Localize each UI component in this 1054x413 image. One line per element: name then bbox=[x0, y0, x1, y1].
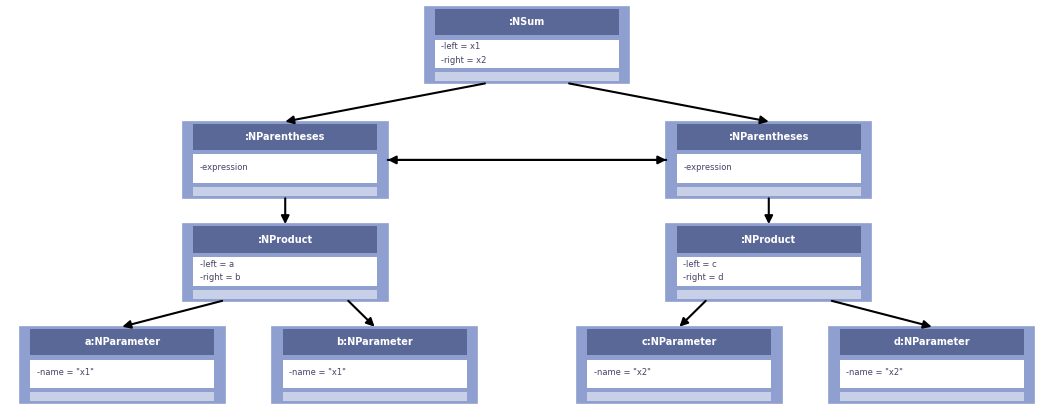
Bar bbox=[677, 290, 861, 299]
Bar bbox=[193, 123, 377, 150]
Text: -right = x2: -right = x2 bbox=[442, 56, 487, 65]
Bar bbox=[577, 327, 782, 404]
Text: -expression: -expression bbox=[683, 163, 731, 172]
Text: a:NParameter: a:NParameter bbox=[84, 337, 160, 347]
Bar bbox=[587, 359, 772, 388]
Text: -right = d: -right = d bbox=[683, 273, 724, 282]
Bar bbox=[272, 327, 477, 404]
Text: -left = x1: -left = x1 bbox=[442, 42, 481, 51]
Bar bbox=[31, 392, 214, 401]
Bar bbox=[425, 7, 629, 83]
Bar bbox=[587, 392, 772, 401]
Bar bbox=[193, 187, 377, 196]
Text: -left = c: -left = c bbox=[683, 260, 717, 268]
Text: -name = "x1": -name = "x1" bbox=[37, 368, 94, 377]
Text: -name = "x2": -name = "x2" bbox=[593, 368, 650, 377]
Bar bbox=[31, 329, 214, 356]
Bar bbox=[840, 329, 1023, 356]
Bar bbox=[840, 359, 1023, 388]
Bar bbox=[435, 9, 619, 36]
Bar bbox=[677, 187, 861, 196]
Text: :NSum: :NSum bbox=[509, 17, 545, 27]
Bar bbox=[677, 226, 861, 253]
Bar bbox=[193, 257, 377, 286]
Text: d:NParameter: d:NParameter bbox=[894, 337, 970, 347]
Bar bbox=[666, 121, 872, 198]
Bar bbox=[182, 121, 388, 198]
Bar bbox=[193, 226, 377, 253]
Bar bbox=[840, 392, 1023, 401]
Text: :NParentheses: :NParentheses bbox=[728, 132, 809, 142]
Bar bbox=[829, 327, 1034, 404]
Bar bbox=[677, 257, 861, 286]
Bar bbox=[435, 40, 619, 68]
Bar bbox=[282, 359, 467, 388]
Text: :NProduct: :NProduct bbox=[741, 235, 797, 244]
Bar bbox=[193, 154, 377, 183]
Bar bbox=[677, 154, 861, 183]
Text: -left = a: -left = a bbox=[199, 260, 234, 268]
Bar bbox=[193, 290, 377, 299]
Bar bbox=[282, 392, 467, 401]
Bar bbox=[182, 224, 388, 301]
Text: b:NParameter: b:NParameter bbox=[336, 337, 413, 347]
Text: -expression: -expression bbox=[199, 163, 249, 172]
Bar bbox=[31, 359, 214, 388]
Text: :NProduct: :NProduct bbox=[257, 235, 313, 244]
Bar bbox=[677, 123, 861, 150]
Text: c:NParameter: c:NParameter bbox=[642, 337, 717, 347]
Text: :NParentheses: :NParentheses bbox=[245, 132, 326, 142]
Bar bbox=[587, 329, 772, 356]
Bar bbox=[282, 329, 467, 356]
Text: -name = "x1": -name = "x1" bbox=[289, 368, 346, 377]
Bar bbox=[666, 224, 872, 301]
Bar bbox=[20, 327, 225, 404]
Text: -name = "x2": -name = "x2" bbox=[846, 368, 903, 377]
Bar bbox=[435, 72, 619, 81]
Text: -right = b: -right = b bbox=[199, 273, 240, 282]
